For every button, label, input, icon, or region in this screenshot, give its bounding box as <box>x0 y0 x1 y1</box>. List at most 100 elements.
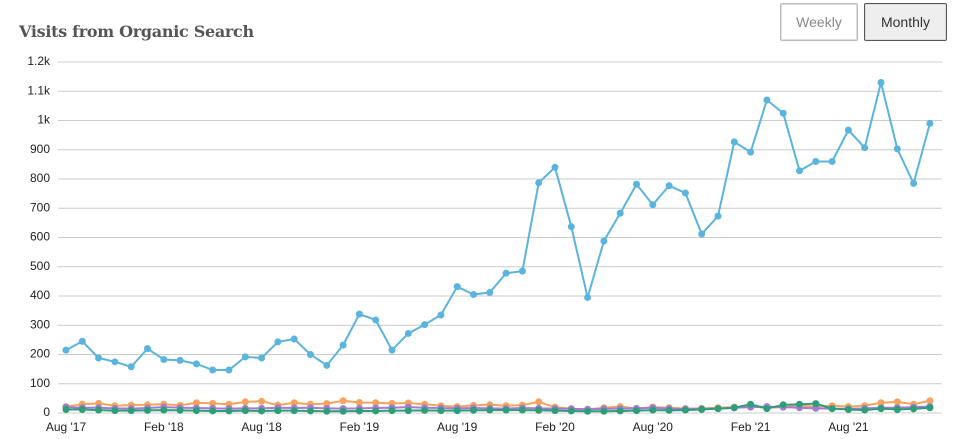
data-point <box>209 407 217 415</box>
data-point <box>241 353 249 361</box>
y-tick-label: 600 <box>30 230 50 244</box>
data-point <box>470 291 477 299</box>
data-point <box>355 398 363 406</box>
data-point <box>486 406 494 414</box>
data-point <box>144 406 151 414</box>
y-tick-label: 1.1k <box>27 83 51 97</box>
data-point <box>470 406 477 414</box>
x-tick-label: Aug '17 <box>46 420 87 434</box>
data-point <box>502 406 510 414</box>
data-point <box>681 406 689 414</box>
data-point <box>290 407 298 415</box>
data-point <box>160 406 168 414</box>
x-tick-label: Feb '18 <box>144 420 184 434</box>
y-tick-label: 900 <box>30 142 50 156</box>
data-point <box>339 341 347 349</box>
chart-title: Visits from Organic Search <box>19 22 254 41</box>
data-point <box>730 138 738 146</box>
data-point <box>926 404 934 412</box>
data-point <box>437 311 445 319</box>
weekly-button[interactable]: Weekly <box>780 3 858 41</box>
data-point <box>796 400 803 408</box>
data-point <box>877 405 885 413</box>
data-point <box>192 360 200 368</box>
x-tick-label: Aug '19 <box>437 420 478 434</box>
data-point <box>649 201 657 209</box>
data-point <box>518 267 526 275</box>
data-point <box>388 407 396 415</box>
data-point <box>567 223 575 231</box>
data-point <box>763 405 771 413</box>
data-point <box>192 399 200 407</box>
y-tick-label: 1.2k <box>27 54 51 68</box>
data-point <box>535 179 543 187</box>
data-point <box>225 407 233 415</box>
data-point <box>323 407 331 415</box>
data-point <box>290 335 298 343</box>
data-point <box>616 407 624 415</box>
data-point <box>893 398 901 406</box>
data-point <box>421 321 429 329</box>
data-point <box>747 400 755 408</box>
data-point <box>355 310 363 318</box>
data-point <box>877 399 885 407</box>
data-point <box>78 337 86 345</box>
data-point <box>681 189 689 197</box>
data-point <box>453 407 461 415</box>
x-tick-label: Feb '21 <box>731 420 771 434</box>
data-point <box>861 144 869 152</box>
data-point <box>584 407 592 415</box>
data-point <box>404 407 412 415</box>
data-point <box>258 397 266 405</box>
data-point <box>62 405 70 413</box>
data-point <box>241 407 249 415</box>
data-point <box>372 316 380 324</box>
data-point <box>893 405 901 413</box>
data-point <box>192 407 200 415</box>
data-point <box>551 407 559 415</box>
data-point <box>779 401 787 409</box>
data-point <box>388 346 396 354</box>
data-point <box>502 269 510 277</box>
data-point <box>828 405 836 413</box>
y-tick-label: 500 <box>30 259 50 273</box>
data-point <box>111 358 119 366</box>
data-point <box>535 406 543 414</box>
data-point <box>241 398 249 406</box>
data-point <box>290 399 298 407</box>
y-tick-label: 100 <box>30 376 50 390</box>
data-point <box>307 351 314 358</box>
data-point <box>844 405 852 413</box>
series-line <box>65 82 931 372</box>
x-tick-label: Feb '20 <box>535 420 575 434</box>
data-point <box>95 406 103 414</box>
data-point <box>127 407 135 415</box>
y-tick-label: 400 <box>30 288 50 302</box>
data-point <box>698 405 706 413</box>
data-point <box>567 407 575 415</box>
data-point <box>714 212 722 220</box>
data-point <box>372 399 380 407</box>
data-point <box>78 405 86 413</box>
data-point <box>258 407 266 415</box>
data-point <box>616 209 624 217</box>
data-point <box>95 354 103 362</box>
data-point <box>339 407 347 415</box>
data-point <box>877 78 885 86</box>
data-point <box>127 363 135 371</box>
data-point <box>323 361 331 369</box>
data-point <box>665 182 673 190</box>
monthly-button[interactable]: Monthly <box>864 3 947 41</box>
data-point <box>258 354 266 362</box>
data-point <box>421 406 429 414</box>
data-point <box>633 407 640 415</box>
data-point <box>747 148 755 156</box>
data-point <box>160 355 168 363</box>
data-point <box>893 145 901 153</box>
data-point <box>209 366 217 374</box>
x-tick-label: Aug '18 <box>241 420 282 434</box>
data-point <box>404 329 412 337</box>
data-point <box>111 407 119 415</box>
